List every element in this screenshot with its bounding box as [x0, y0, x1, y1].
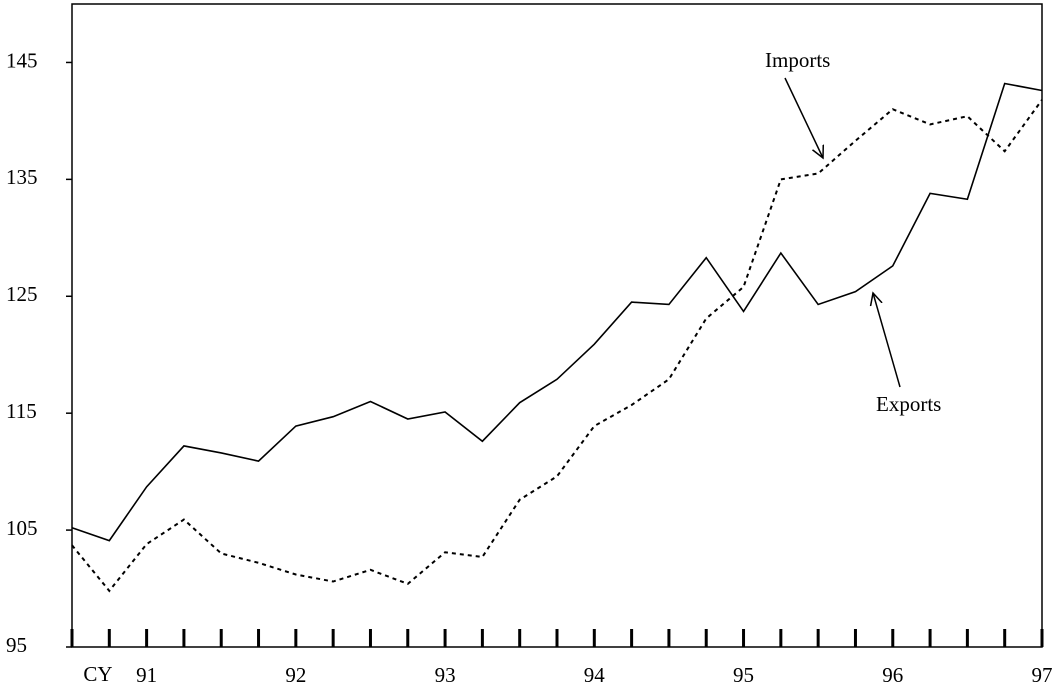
line-series — [71, 99, 1043, 593]
annotation: Imports — [765, 48, 830, 72]
x-tick-label: 96 — [882, 663, 903, 687]
annotation: Exports — [876, 392, 941, 416]
annotation-arrow — [873, 293, 901, 388]
y-tick-label: 115 — [6, 399, 37, 423]
y-tick-label: 145 — [6, 48, 38, 72]
x-tick-label: 95 — [733, 663, 754, 687]
x-axis-label: CY — [83, 662, 112, 686]
annotation-arrow — [784, 77, 823, 158]
y-tick-label: 95 — [6, 633, 27, 657]
x-tick-label: 91 — [136, 663, 157, 687]
x-tick-label: 92 — [285, 663, 306, 687]
line-series — [71, 82, 1043, 542]
x-tick-label: 94 — [584, 663, 606, 687]
x-tick-label: 93 — [435, 663, 456, 687]
y-tick-label: 105 — [6, 516, 38, 540]
x-tick-label: 97 — [1032, 663, 1053, 687]
y-tick-label: 135 — [6, 165, 38, 189]
y-tick-label: 125 — [6, 282, 38, 306]
